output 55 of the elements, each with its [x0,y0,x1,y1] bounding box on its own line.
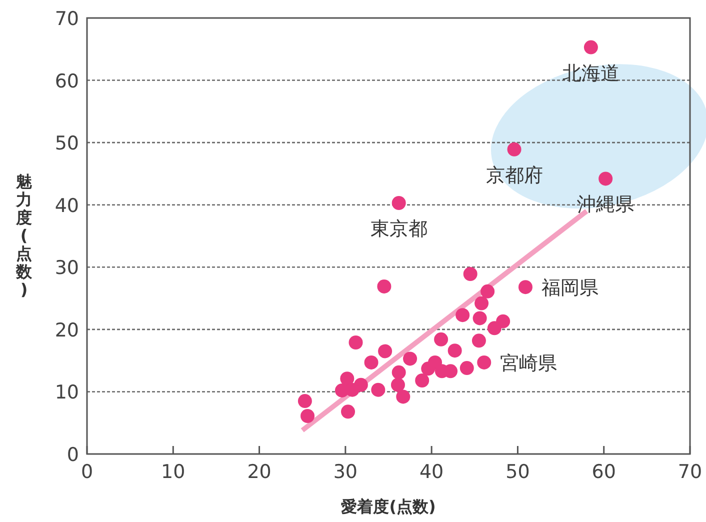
point [598,172,613,186]
point [390,378,405,392]
y-axis-title: 魅力度(点数) [15,172,33,299]
point [472,334,486,348]
x-axis-title: 愛着度(点数) [341,497,436,516]
point [345,382,360,397]
y-tick-label: 60 [54,70,79,92]
point [421,362,436,376]
point [487,321,502,336]
point [507,142,522,156]
point [456,308,470,322]
point [298,394,312,408]
point [392,365,406,380]
point [480,284,495,298]
point [364,355,378,370]
x-tick-label: 10 [161,461,186,483]
annotation: 宮崎県 [500,352,558,374]
y-tick-label: 30 [54,257,79,280]
point [472,311,487,326]
point [378,344,392,358]
point [300,409,315,424]
point [463,266,478,281]
x-tick-label: 50 [506,461,530,483]
point [477,355,492,370]
y-tick-label: 20 [54,319,79,342]
point [434,332,448,346]
x-tick-label: 30 [333,461,358,483]
point [392,196,406,210]
y-tick-label: 50 [54,132,79,155]
point [474,296,489,310]
point [518,280,532,294]
point [415,374,430,388]
y-tick-label: 0 [66,444,79,466]
y-tick-label: 40 [54,194,79,217]
point [371,382,386,397]
y-tick-label: 10 [54,382,79,404]
x-tick-label: 20 [247,461,272,483]
x-tick-label: 0 [80,461,94,483]
point [377,279,392,294]
x-tick-label: 60 [592,461,616,483]
y-tick-label: 70 [54,8,79,30]
annotation: 福岡県 [541,277,598,300]
point [448,344,462,358]
point [341,404,356,419]
point [460,361,474,376]
point [396,390,410,404]
annotation: 京都府 [486,164,543,186]
x-tick-label: 70 [678,461,702,483]
annotation: 北海道 [562,62,620,84]
x-tick-label: 40 [419,461,444,483]
point [403,352,418,366]
point [340,372,354,386]
annotation: 東京都 [370,218,428,240]
point [584,40,598,54]
point [348,336,363,350]
